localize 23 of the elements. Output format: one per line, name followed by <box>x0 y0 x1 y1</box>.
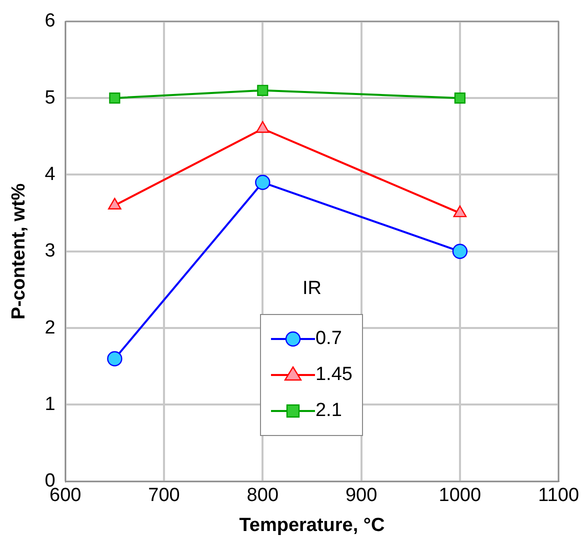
point <box>454 92 466 104</box>
legend-title: IR <box>301 278 322 300</box>
point <box>257 84 268 96</box>
point <box>109 92 120 104</box>
y-tick-label: 6 <box>44 10 56 32</box>
point <box>255 174 270 190</box>
point <box>452 244 468 259</box>
y-tick-label: 1 <box>44 394 56 415</box>
y-tick-label: 5 <box>44 87 56 108</box>
x-tick-label: 900 <box>345 485 378 506</box>
x-tick-label: 1000 <box>438 485 482 506</box>
x-tick-label: 1100 <box>538 485 579 506</box>
x-tick-label: 700 <box>148 485 180 506</box>
legend-label: 2.1 <box>315 400 342 422</box>
y-axis-title: P-content, wt% <box>8 183 30 320</box>
point <box>107 351 122 366</box>
legend-label: 0.7 <box>315 328 342 350</box>
y-tick-label: 2 <box>44 317 56 338</box>
legend-label: 1.45 <box>315 364 352 386</box>
x-tick-label: 800 <box>246 485 278 506</box>
x-axis-title: Temperature, °C <box>239 514 386 536</box>
y-tick-label: 3 <box>44 240 56 262</box>
y-tick-label: 4 <box>44 164 56 185</box>
